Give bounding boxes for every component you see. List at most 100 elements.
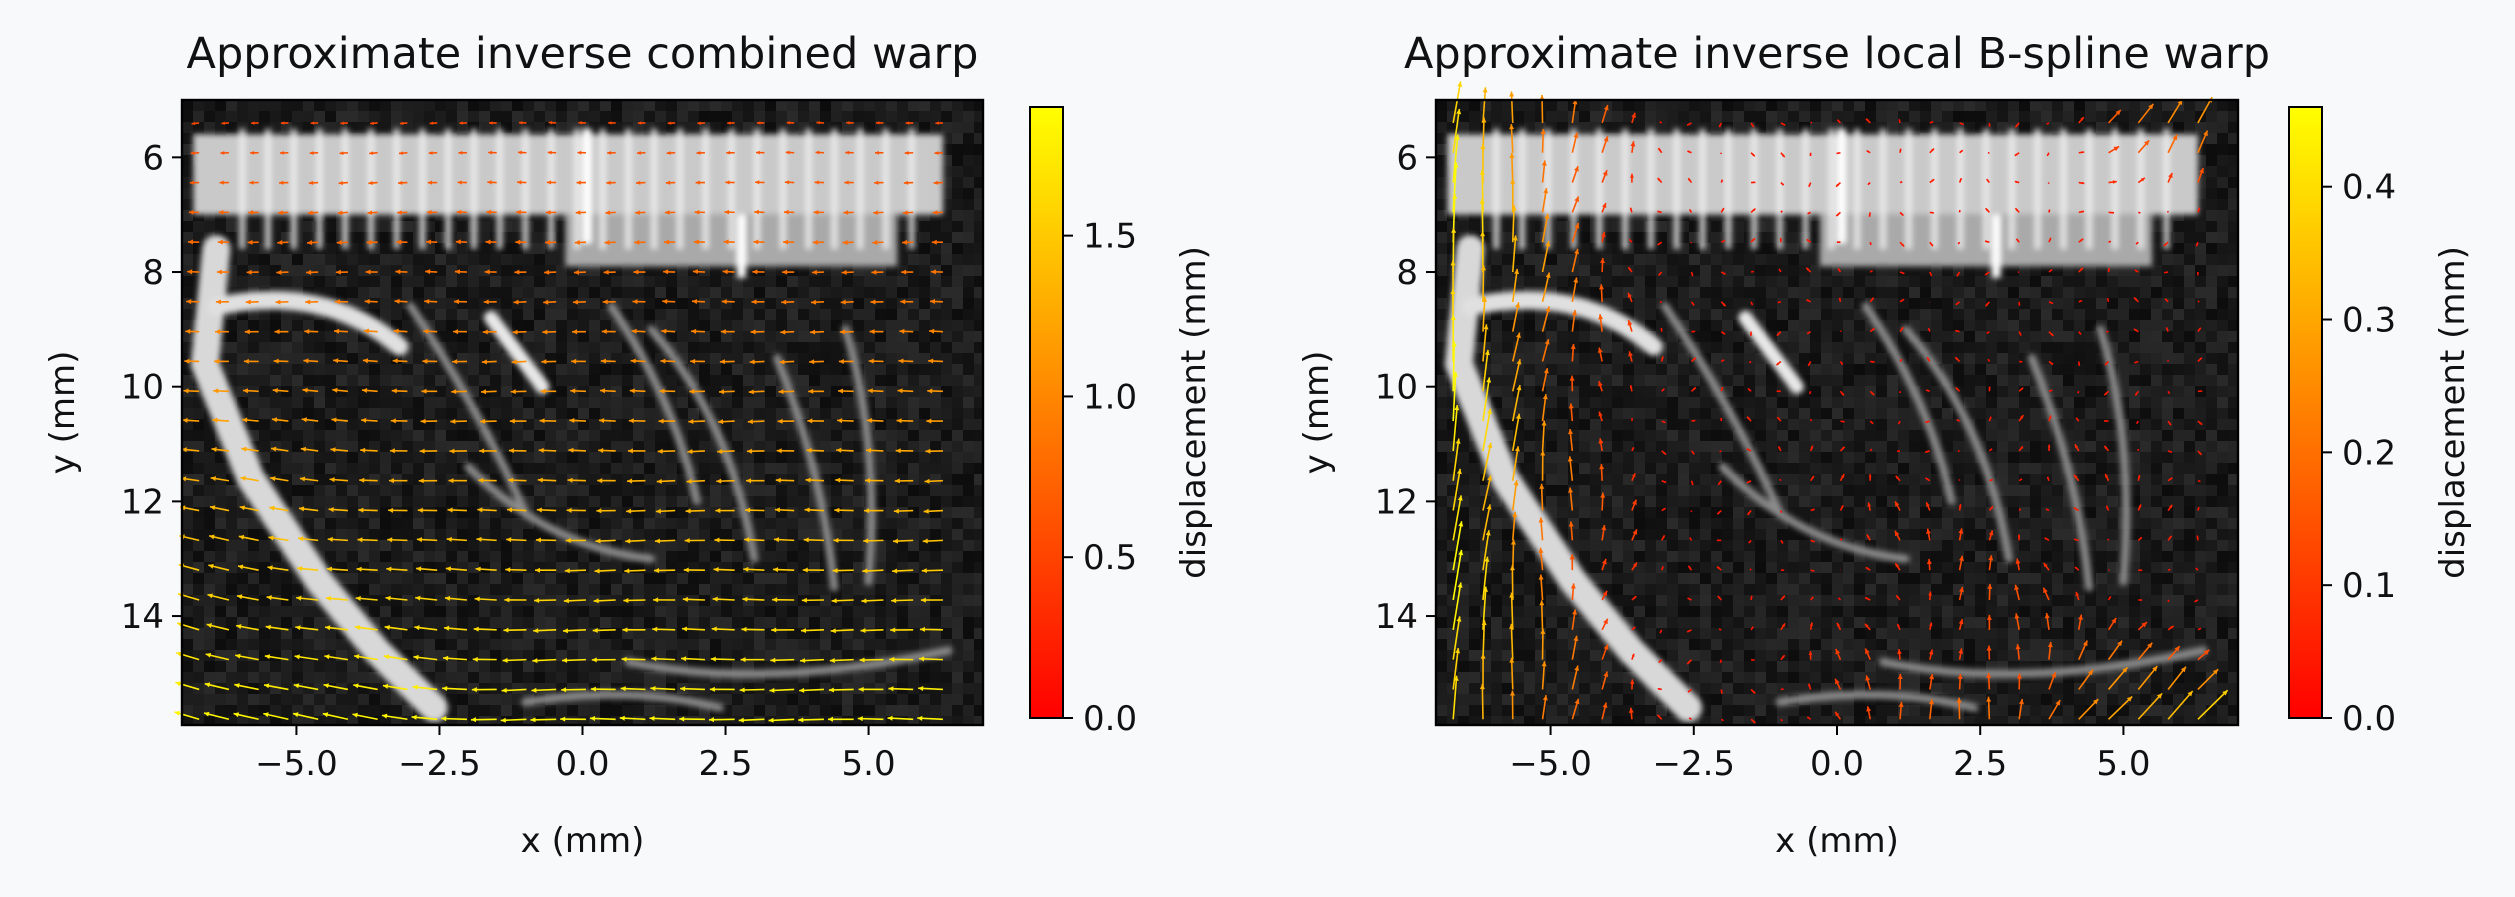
image-pixel	[182, 320, 193, 331]
image-pixel	[919, 573, 930, 584]
image-pixel	[545, 606, 556, 617]
image-pixel	[358, 122, 369, 133]
image-pixel	[435, 595, 446, 606]
quiver-arrowhead	[395, 269, 401, 275]
image-pixel	[512, 452, 523, 463]
image-pixel	[501, 309, 512, 320]
quiver-arrowhead	[656, 478, 662, 484]
image-pixel	[842, 705, 853, 716]
image-pixel	[281, 353, 292, 364]
image-pixel	[182, 287, 193, 298]
image-pixel	[875, 265, 886, 276]
quiver-arrowhead	[452, 359, 458, 365]
image-pixel	[391, 639, 402, 650]
image-pixel	[787, 122, 798, 133]
quiver-arrowhead	[697, 121, 701, 125]
image-pixel	[545, 683, 556, 694]
image-pixel	[919, 485, 930, 496]
tissue-stripe	[676, 128, 683, 250]
image-pixel	[897, 639, 908, 650]
image-pixel	[336, 430, 347, 441]
image-pixel	[952, 584, 963, 595]
image-pixel	[875, 518, 886, 529]
quiver-arrowhead	[839, 329, 845, 335]
image-pixel	[930, 364, 941, 375]
image-pixel	[226, 463, 237, 474]
image-pixel	[270, 474, 281, 485]
image-pixel	[974, 375, 983, 386]
image-pixel	[215, 672, 226, 683]
image-pixel	[952, 507, 963, 518]
image-pixel	[534, 309, 545, 320]
image-pixel	[787, 694, 798, 705]
image-pixel	[809, 573, 820, 584]
image-pixel	[446, 122, 457, 133]
image-pixel	[556, 287, 567, 298]
image-pixel	[215, 518, 226, 529]
image-pixel	[556, 210, 567, 221]
image-pixel	[721, 694, 732, 705]
image-pixel	[699, 705, 710, 716]
image-pixel	[611, 628, 622, 639]
image-pixel	[633, 529, 644, 540]
image-pixel	[369, 496, 380, 507]
image-pixel	[963, 452, 974, 463]
image-pixel	[545, 463, 556, 474]
quiver-arrowhead	[362, 358, 369, 364]
image-pixel	[798, 320, 809, 331]
image-pixel	[281, 562, 292, 573]
image-pixel	[974, 529, 983, 540]
image-pixel	[743, 584, 754, 595]
image-pixel	[248, 529, 259, 540]
image-pixel	[325, 265, 336, 276]
image-pixel	[270, 628, 281, 639]
image-pixel	[358, 705, 369, 716]
image-pixel	[908, 254, 919, 265]
image-pixel	[732, 705, 743, 716]
image-pixel	[204, 529, 215, 540]
image-pixel	[721, 716, 732, 725]
image-pixel	[457, 628, 468, 639]
image-pixel	[391, 430, 402, 441]
image-pixel	[336, 650, 347, 661]
image-pixel	[435, 386, 446, 397]
image-pixel	[182, 617, 193, 628]
image-pixel	[314, 254, 325, 265]
image-pixel	[490, 496, 501, 507]
image-pixel	[303, 419, 314, 430]
image-pixel	[347, 705, 358, 716]
quiver-arrowhead	[539, 418, 545, 424]
image-pixel	[215, 639, 226, 650]
image-pixel	[336, 496, 347, 507]
image-pixel	[402, 419, 413, 430]
image-pixel	[215, 595, 226, 606]
quiver-arrowhead	[815, 150, 820, 155]
quiver-arrowhead	[660, 358, 666, 364]
image-pixel	[226, 386, 237, 397]
image-pixel	[743, 122, 754, 133]
image-pixel	[248, 573, 259, 584]
image-pixel	[787, 474, 798, 485]
image-pixel	[545, 309, 556, 320]
image-pixel	[248, 276, 259, 287]
image-pixel	[303, 243, 314, 254]
image-pixel	[754, 430, 765, 441]
image-pixel	[666, 441, 677, 452]
image-pixel	[534, 606, 545, 617]
quiver-arrowhead	[545, 239, 551, 245]
image-pixel	[776, 540, 787, 551]
image-pixel	[611, 507, 622, 518]
image-pixel	[402, 518, 413, 529]
image-pixel	[721, 364, 732, 375]
image-pixel	[633, 397, 644, 408]
image-pixel	[248, 551, 259, 562]
image-pixel	[435, 419, 446, 430]
quiver-arrowhead	[806, 447, 812, 453]
image-pixel	[941, 408, 952, 419]
image-pixel	[952, 628, 963, 639]
image-pixel	[512, 100, 523, 111]
image-pixel	[644, 298, 655, 309]
image-pixel	[622, 496, 633, 507]
image-pixel	[600, 364, 611, 375]
image-pixel	[589, 650, 600, 661]
